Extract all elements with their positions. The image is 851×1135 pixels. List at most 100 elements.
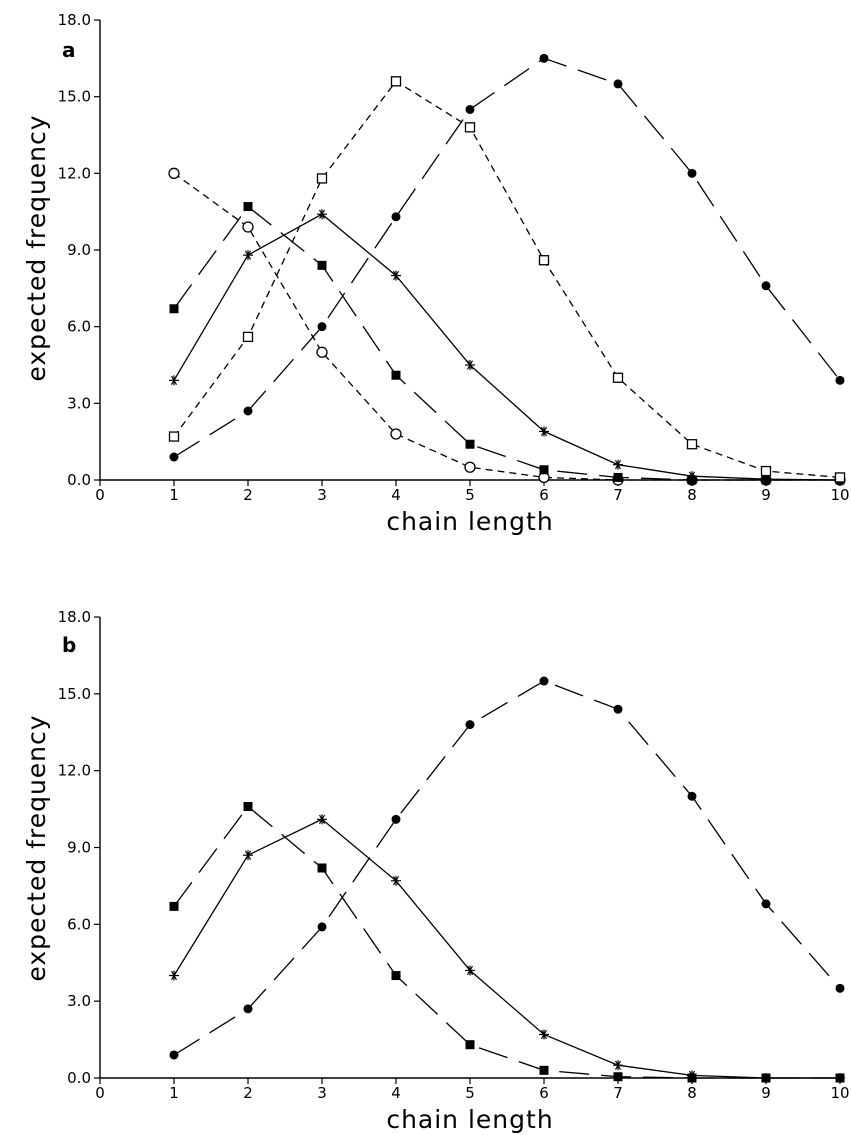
x-tick-label: 3 xyxy=(317,486,327,504)
series-line-asterisk xyxy=(173,213,841,481)
point-filled-circle xyxy=(243,406,253,416)
y-tick-label: 9.0 xyxy=(67,241,91,259)
point-open-circle xyxy=(464,461,476,473)
panel-a-y-axis-title: expected frequency xyxy=(22,114,51,381)
panel-b-y-axis-title: expected frequency xyxy=(22,714,51,981)
series-line-filled-square xyxy=(173,205,840,481)
point-asterisk xyxy=(687,471,697,482)
point-open-square xyxy=(464,122,476,133)
point-filled-square xyxy=(317,863,327,873)
x-tick-label: 0 xyxy=(95,486,105,504)
panel-a-label: a xyxy=(62,38,76,62)
point-filled-square xyxy=(613,1072,623,1082)
panel-a: a chain length expected frequency 0.0 3.0… xyxy=(22,11,850,536)
x-tick-label: 10 xyxy=(830,486,849,504)
point-asterisk xyxy=(169,375,179,386)
point-filled-circle xyxy=(169,1050,179,1060)
x-tick-label: 7 xyxy=(613,486,623,504)
point-open-square xyxy=(760,465,772,477)
point-filled-circle xyxy=(243,1004,253,1014)
point-filled-circle xyxy=(835,983,845,993)
x-tick-label: 0 xyxy=(95,1084,105,1102)
x-tick-label: 8 xyxy=(687,486,697,504)
panel-a-plot-area: 0.0 3.0 6.0 9.0 12.0 15.0 18.0 0 1 2 3 4 5 6 7 8 9 10 xyxy=(58,11,850,504)
y-tick-label: 15.0 xyxy=(58,685,91,703)
point-asterisk xyxy=(243,250,253,261)
point-open-square xyxy=(316,173,328,184)
series-line-open-circle xyxy=(173,172,840,481)
point-asterisk xyxy=(169,970,179,981)
point-asterisk xyxy=(317,209,327,220)
point-asterisk xyxy=(539,1029,549,1040)
point-asterisk xyxy=(835,1073,845,1083)
point-asterisk xyxy=(613,1060,623,1071)
point-asterisk xyxy=(391,875,401,886)
panel-b-x-axis-title: chain length xyxy=(386,1105,553,1134)
y-tick-label: 9.0 xyxy=(67,839,91,857)
series-line-filled-circle xyxy=(173,57,841,458)
point-open-square xyxy=(834,472,846,483)
y-tick-label: 18.0 xyxy=(58,608,91,626)
point-open-square xyxy=(390,76,402,87)
x-tick-label: 4 xyxy=(391,486,401,504)
point-filled-circle xyxy=(391,212,401,222)
point-asterisk xyxy=(317,814,327,825)
x-tick-label: 5 xyxy=(465,1084,475,1102)
y-tick-label: 0.0 xyxy=(67,471,91,489)
point-asterisk xyxy=(391,270,401,281)
point-asterisk xyxy=(613,459,623,470)
point-open-square xyxy=(538,255,550,266)
y-tick-label: 12.0 xyxy=(58,164,91,182)
point-filled-square xyxy=(539,465,549,475)
point-filled-circle xyxy=(539,53,549,63)
panel-b: b chain length expected frequency 0.0 3.0… xyxy=(22,608,850,1134)
panel-b-plot-area: 0.0 3.0 6.0 9.0 12.0 15.0 18.0 0 1 2 3 4 5 6 7 8 9 10 xyxy=(58,608,850,1102)
y-tick-label: 12.0 xyxy=(58,762,91,780)
x-tick-label: 2 xyxy=(243,1084,253,1102)
point-filled-circle xyxy=(761,899,771,909)
point-filled-square xyxy=(391,971,401,981)
y-tick-label: 3.0 xyxy=(67,394,91,412)
x-tick-label: 1 xyxy=(169,1084,179,1102)
point-filled-square xyxy=(243,202,253,212)
point-filled-square xyxy=(465,1040,475,1050)
y-tick-label: 6.0 xyxy=(67,915,91,933)
series-line-filled-square xyxy=(173,805,840,1079)
point-filled-square xyxy=(465,439,475,449)
point-filled-circle xyxy=(317,322,327,332)
point-filled-circle xyxy=(761,281,771,291)
point-filled-square xyxy=(243,802,253,812)
point-filled-circle xyxy=(835,375,845,385)
point-asterisk xyxy=(761,1073,771,1083)
point-filled-square xyxy=(391,370,401,380)
point-open-square xyxy=(612,372,624,383)
x-tick-label: 6 xyxy=(539,486,549,504)
point-filled-square xyxy=(539,1065,549,1075)
y-tick-label: 3.0 xyxy=(67,992,91,1010)
point-open-circle xyxy=(316,346,328,358)
point-filled-circle xyxy=(539,676,549,686)
point-filled-square xyxy=(169,304,179,314)
point-filled-square xyxy=(317,260,327,270)
point-filled-circle xyxy=(687,168,697,178)
point-filled-circle xyxy=(391,814,401,824)
series-line-open-square xyxy=(173,80,841,479)
series-line-filled-circle xyxy=(173,680,841,1056)
x-tick-label: 1 xyxy=(169,486,179,504)
point-open-square xyxy=(168,431,180,442)
series-line-asterisk xyxy=(173,818,840,1079)
point-filled-square xyxy=(613,472,623,482)
panel-b-label: b xyxy=(62,633,76,657)
point-filled-circle xyxy=(687,791,697,801)
panel-a-x-axis-title: chain length xyxy=(386,507,553,536)
x-tick-label: 2 xyxy=(243,486,253,504)
point-asterisk xyxy=(539,426,549,437)
x-tick-label: 9 xyxy=(761,1084,771,1102)
x-tick-label: 6 xyxy=(539,1084,549,1102)
y-tick-label: 18.0 xyxy=(58,11,91,29)
point-filled-circle xyxy=(465,720,475,730)
point-filled-circle xyxy=(613,704,623,714)
y-tick-label: 15.0 xyxy=(58,88,91,106)
point-open-circle xyxy=(390,428,402,440)
